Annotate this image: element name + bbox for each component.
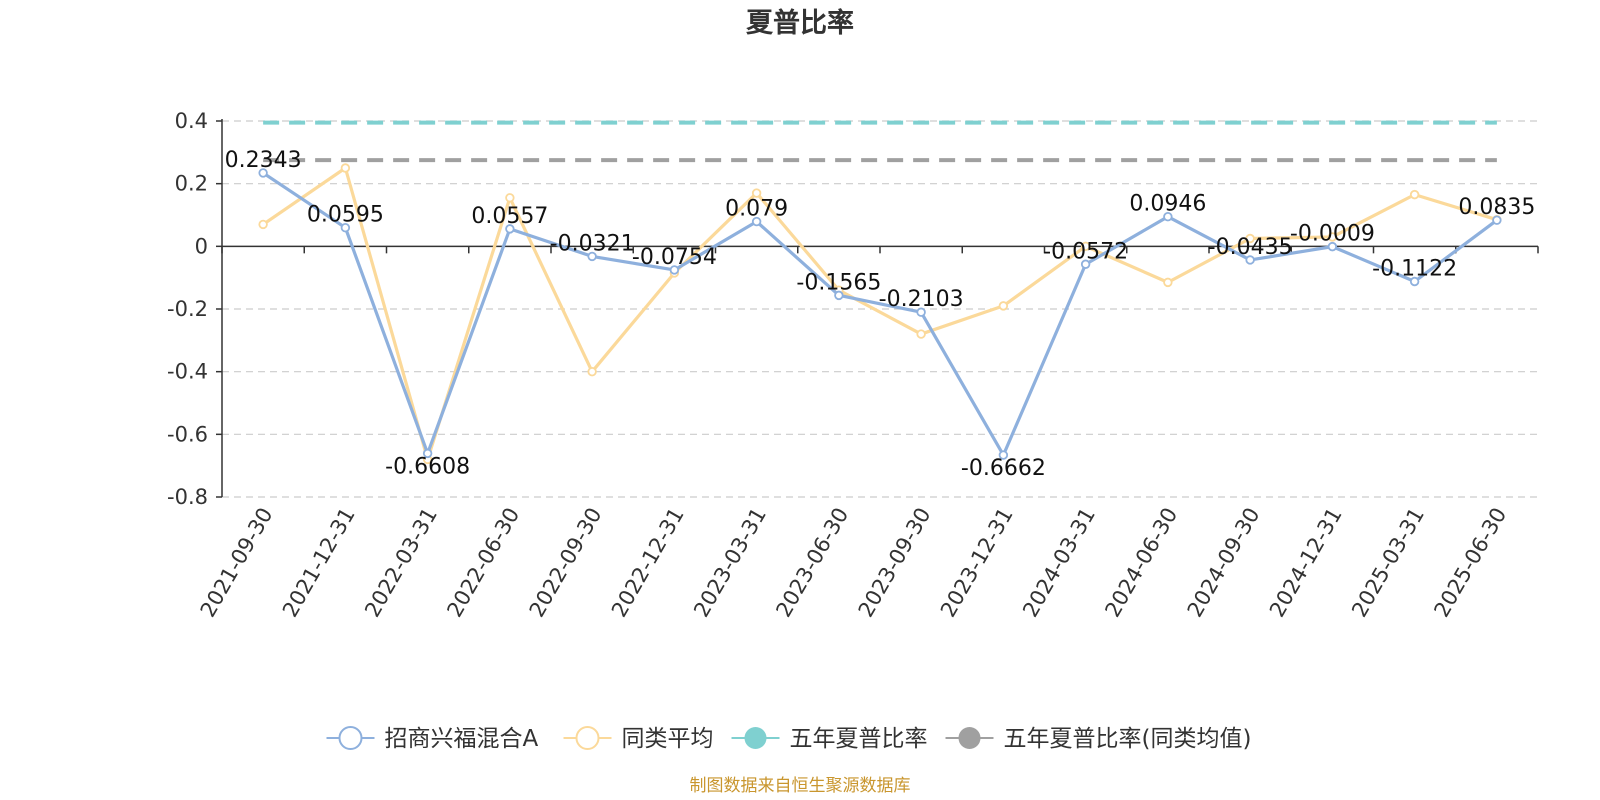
data-point: [1080, 259, 1091, 269]
legend-item[interactable]: 五年夏普比率(同类均值): [945, 726, 1252, 752]
y-tick-label: 0.4: [175, 109, 208, 133]
data-label: -0.1565: [796, 270, 881, 295]
legend-label: 招商兴福混合A: [385, 726, 539, 752]
legend-label: 五年夏普比率: [790, 726, 928, 752]
data-point: [587, 251, 597, 262]
data-point: [587, 366, 597, 377]
data-label: 0.0946: [1129, 192, 1206, 217]
data-label: -0.0435: [1208, 235, 1293, 260]
data-point: [1492, 215, 1502, 225]
legend-item[interactable]: 五年夏普比率: [731, 726, 928, 752]
data-label: -0.0321: [550, 231, 635, 256]
data-point: [916, 329, 926, 339]
x-tick-label: 2024-03-31: [1018, 504, 1100, 622]
legend-circle-icon: [575, 726, 600, 750]
legend-dot-icon: [958, 727, 981, 749]
data-point: [1080, 241, 1091, 252]
data-point: [834, 290, 844, 301]
legend-dot-icon: [744, 727, 767, 749]
series: [258, 120, 1502, 465]
x-tick-label: 2025-06-30: [1429, 504, 1511, 622]
data-label: 0.0835: [1458, 195, 1535, 220]
data-point: [1245, 255, 1255, 265]
data-label: -0.0754: [632, 245, 717, 270]
data-point: [1163, 277, 1173, 288]
data-label: -0.2103: [879, 287, 964, 312]
x-tick-label: 2023-06-30: [771, 504, 853, 622]
x-tick-label: 2024-09-30: [1183, 504, 1265, 622]
x-tick-label: 2024-12-31: [1265, 504, 1347, 622]
data-labels: 0.2343 0.0595 -0.6608 0.0557-0.0321-0.0754 0…: [225, 148, 1536, 481]
source-note: 制图数据来自恒生聚源数据库: [690, 776, 911, 796]
data-point: [1409, 276, 1420, 287]
data-point: [998, 450, 1009, 460]
data-point: [505, 193, 515, 203]
x-tick-label: 2023-12-31: [936, 504, 1018, 622]
data-label: -0.0009: [1290, 222, 1375, 247]
y-tick-label: 0.2: [175, 172, 208, 196]
y-tick-label: -0.4: [167, 360, 208, 384]
data-point: [1409, 189, 1420, 200]
x-tick-label: 2023-09-30: [854, 504, 936, 622]
data-point: [1327, 232, 1338, 242]
data-point: [258, 219, 268, 230]
data-label: 0.079: [725, 197, 788, 222]
y-tick-label: -0.8: [167, 485, 208, 509]
data-label: 0.2343: [225, 148, 302, 173]
data-point: [258, 168, 268, 178]
x-tick-label: 2022-06-30: [442, 504, 524, 622]
x-tick-label: 2024-06-30: [1100, 504, 1182, 622]
data-point: [422, 448, 433, 459]
data-label: -0.6662: [961, 456, 1046, 481]
series-line: [262, 171, 1498, 457]
x-tick-label: 2023-03-31: [689, 504, 771, 622]
data-label: 0.0557: [471, 204, 548, 229]
legend-item[interactable]: 招商兴福混合A: [326, 726, 539, 752]
x-tick-label: 2021-12-31: [278, 504, 360, 622]
legend: 招商兴福混合A 同类平均 五年夏普比率 五年夏普比率(同类均值): [326, 726, 1252, 752]
y-tick-label: -0.2: [167, 297, 208, 321]
x-tick-label: 2022-09-30: [525, 504, 607, 622]
data-label: -0.0572: [1043, 239, 1128, 264]
y-tick-label: 0: [195, 234, 208, 258]
data-label: -0.6608: [385, 454, 470, 479]
x-tick-label: 2022-03-31: [360, 504, 442, 622]
x-tick-label: 2025-03-31: [1347, 504, 1429, 622]
data-point: [669, 265, 680, 275]
data-point: [505, 224, 515, 234]
data-label: 0.0595: [307, 203, 384, 228]
x-tick-label: 2022-12-31: [607, 504, 689, 622]
data-point: [1245, 233, 1255, 244]
y-tick-label: -0.6: [167, 422, 208, 446]
data-point: [751, 216, 762, 227]
legend-label: 同类平均: [622, 726, 714, 752]
chart-title: 夏普比率: [746, 7, 854, 39]
data-point: [998, 301, 1009, 311]
data-point: [1327, 241, 1338, 252]
data-point: [916, 307, 926, 317]
legend-item[interactable]: 同类平均: [563, 726, 714, 752]
data-point: [340, 163, 351, 173]
legend-label: 五年夏普比率(同类均值): [1004, 726, 1252, 752]
data-point: [751, 188, 762, 198]
x-tick-label: 2021-09-30: [196, 504, 278, 622]
data-label: -0.1122: [1372, 256, 1457, 281]
data-point: [1163, 211, 1173, 222]
legend-circle-icon: [338, 726, 363, 750]
series-line: [262, 166, 1498, 461]
data-point: [340, 222, 351, 233]
